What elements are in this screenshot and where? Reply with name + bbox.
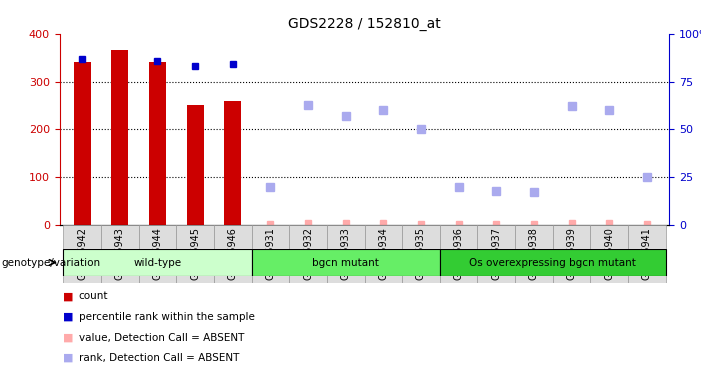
Text: GSM95934: GSM95934 [379, 227, 388, 280]
FancyBboxPatch shape [440, 225, 477, 283]
FancyBboxPatch shape [290, 225, 327, 283]
FancyBboxPatch shape [327, 225, 365, 283]
FancyBboxPatch shape [101, 225, 139, 283]
Text: ■: ■ [63, 312, 74, 322]
Text: GSM95942: GSM95942 [77, 227, 87, 280]
Text: ■: ■ [63, 353, 74, 363]
Text: GSM95939: GSM95939 [566, 227, 577, 280]
FancyBboxPatch shape [252, 225, 290, 283]
Title: GDS2228 / 152810_at: GDS2228 / 152810_at [288, 17, 441, 32]
FancyBboxPatch shape [176, 225, 214, 283]
Text: value, Detection Call = ABSENT: value, Detection Call = ABSENT [79, 333, 244, 342]
Text: GSM95933: GSM95933 [341, 227, 350, 280]
Text: GSM95932: GSM95932 [303, 227, 313, 280]
Bar [74, 63, 90, 225]
FancyBboxPatch shape [139, 225, 176, 283]
Text: wild-type: wild-type [133, 258, 182, 267]
Bar [111, 51, 128, 225]
Bar [224, 101, 241, 225]
FancyBboxPatch shape [252, 249, 440, 276]
Bar [186, 105, 203, 225]
Text: rank, Detection Call = ABSENT: rank, Detection Call = ABSENT [79, 353, 239, 363]
Text: GSM95936: GSM95936 [454, 227, 463, 280]
Text: GSM95937: GSM95937 [491, 227, 501, 280]
Text: GSM95944: GSM95944 [152, 227, 163, 280]
FancyBboxPatch shape [402, 225, 440, 283]
FancyBboxPatch shape [628, 225, 666, 283]
Text: ■: ■ [63, 291, 74, 301]
Text: genotype/variation: genotype/variation [1, 258, 100, 267]
Text: GSM95945: GSM95945 [190, 227, 200, 280]
FancyBboxPatch shape [477, 225, 515, 283]
Text: bgcn mutant: bgcn mutant [312, 258, 379, 267]
Text: percentile rank within the sample: percentile rank within the sample [79, 312, 254, 322]
Text: GSM95946: GSM95946 [228, 227, 238, 280]
FancyBboxPatch shape [553, 225, 590, 283]
FancyBboxPatch shape [214, 225, 252, 283]
FancyBboxPatch shape [63, 249, 252, 276]
Bar [149, 63, 166, 225]
FancyBboxPatch shape [515, 225, 553, 283]
Text: count: count [79, 291, 108, 301]
Text: Os overexpressing bgcn mutant: Os overexpressing bgcn mutant [469, 258, 637, 267]
Text: ■: ■ [63, 333, 74, 342]
Text: GSM95940: GSM95940 [604, 227, 614, 280]
FancyBboxPatch shape [365, 225, 402, 283]
Text: GSM95931: GSM95931 [266, 227, 275, 280]
Text: GSM95935: GSM95935 [416, 227, 426, 280]
FancyBboxPatch shape [63, 225, 101, 283]
Text: GSM95943: GSM95943 [115, 227, 125, 280]
FancyBboxPatch shape [440, 249, 666, 276]
FancyBboxPatch shape [590, 225, 628, 283]
Text: GSM95938: GSM95938 [529, 227, 539, 280]
Text: GSM95941: GSM95941 [642, 227, 652, 280]
